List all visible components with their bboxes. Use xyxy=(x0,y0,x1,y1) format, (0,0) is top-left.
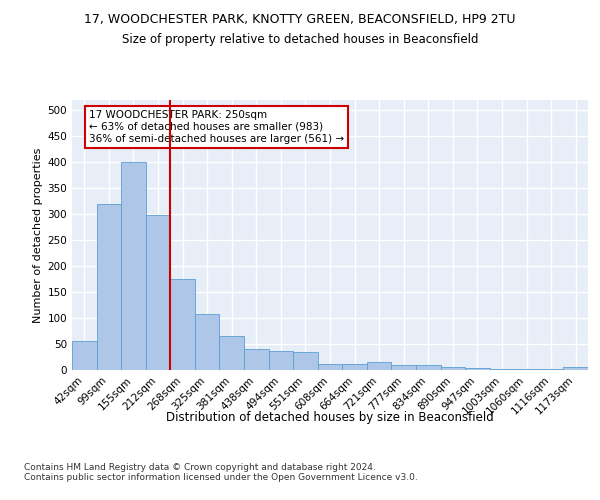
Bar xyxy=(440,368,465,370)
Bar xyxy=(342,364,367,370)
Bar xyxy=(318,364,342,370)
Bar xyxy=(563,367,588,370)
Bar xyxy=(220,336,244,370)
Bar xyxy=(269,351,293,370)
Bar xyxy=(465,368,490,370)
Bar xyxy=(146,216,170,370)
Bar xyxy=(170,278,195,370)
Bar xyxy=(490,369,514,370)
Bar xyxy=(244,349,269,370)
Bar xyxy=(195,314,220,370)
Bar xyxy=(367,362,391,370)
Bar xyxy=(121,162,146,370)
Bar xyxy=(72,342,97,370)
Bar xyxy=(293,352,318,370)
Text: 17 WOODCHESTER PARK: 250sqm
← 63% of detached houses are smaller (983)
36% of se: 17 WOODCHESTER PARK: 250sqm ← 63% of det… xyxy=(89,110,344,144)
Bar xyxy=(416,366,440,370)
Text: Size of property relative to detached houses in Beaconsfield: Size of property relative to detached ho… xyxy=(122,32,478,46)
Bar xyxy=(97,204,121,370)
Text: Distribution of detached houses by size in Beaconsfield: Distribution of detached houses by size … xyxy=(166,411,494,424)
Bar xyxy=(391,365,416,370)
Y-axis label: Number of detached properties: Number of detached properties xyxy=(33,148,43,322)
Text: Contains HM Land Registry data © Crown copyright and database right 2024.
Contai: Contains HM Land Registry data © Crown c… xyxy=(24,462,418,482)
Text: 17, WOODCHESTER PARK, KNOTTY GREEN, BEACONSFIELD, HP9 2TU: 17, WOODCHESTER PARK, KNOTTY GREEN, BEAC… xyxy=(84,12,516,26)
